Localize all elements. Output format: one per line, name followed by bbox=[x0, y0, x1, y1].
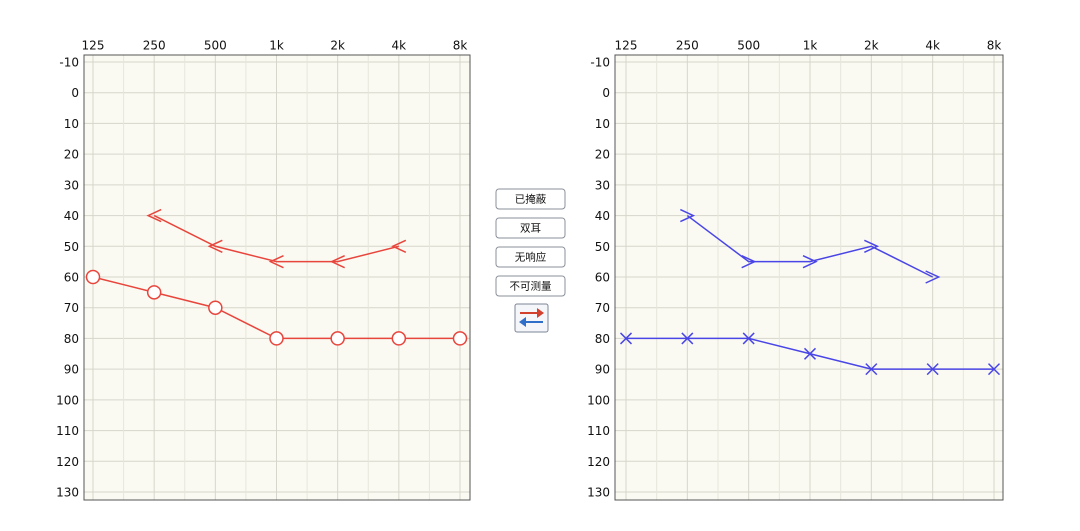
button-label: 已掩蔽 bbox=[515, 193, 547, 206]
bone-conduction-marker bbox=[864, 239, 880, 253]
y-tick-label: 70 bbox=[64, 301, 79, 315]
y-tick-label: 100 bbox=[587, 393, 610, 407]
y-tick-label: 0 bbox=[71, 86, 79, 100]
bone-conduction-marker bbox=[802, 254, 818, 269]
x-tick-label: 500 bbox=[204, 39, 227, 53]
bone-conduction-marker bbox=[925, 270, 941, 284]
x-tick-label: 4k bbox=[392, 39, 407, 53]
series-line bbox=[153, 214, 400, 263]
no-response-button[interactable] bbox=[495, 246, 566, 268]
bone-conduction-marker bbox=[329, 254, 345, 269]
masked-button[interactable] bbox=[495, 188, 566, 210]
y-tick-label: 100 bbox=[56, 393, 79, 407]
bone-conduction-marker bbox=[268, 254, 284, 269]
x-tick-label: 125 bbox=[615, 39, 638, 53]
bone-conduction-marker bbox=[391, 239, 407, 253]
y-tick-label: 20 bbox=[64, 148, 79, 162]
x-tick-label: 8k bbox=[987, 39, 1002, 53]
y-tick-label: 130 bbox=[587, 486, 610, 500]
x-tick-label: 2k bbox=[330, 39, 345, 53]
bone-conduction-marker bbox=[146, 208, 162, 223]
x-tick-label: 1k bbox=[269, 39, 284, 53]
y-tick-label: 30 bbox=[595, 178, 610, 192]
air-conduction-marker bbox=[330, 331, 345, 346]
y-tick-label: 90 bbox=[64, 363, 79, 377]
audiogram-chart: -10 0 10 20 30 40 50 60 70 80 90 100 110 120 130 125 250… bbox=[587, 39, 1004, 501]
x-tick-label: 125 bbox=[82, 39, 105, 53]
air-conduction-marker bbox=[269, 331, 284, 346]
air-conduction-marker bbox=[681, 332, 694, 345]
y-tick-label: -10 bbox=[59, 56, 79, 70]
y-tick-label: 120 bbox=[587, 455, 610, 469]
air-conduction-marker bbox=[987, 363, 1001, 376]
button-label: 双耳 bbox=[520, 223, 541, 235]
y-tick-label: 90 bbox=[595, 363, 610, 377]
binaural-button[interactable] bbox=[495, 217, 566, 239]
y-tick-label: 50 bbox=[595, 240, 610, 254]
y-tick-label: 80 bbox=[595, 332, 610, 346]
audiogram-chart: -10 0 10 20 30 40 50 60 70 80 90 100 110 120 130 125 250… bbox=[56, 39, 471, 501]
x-tick-label: 8k bbox=[453, 39, 468, 53]
y-tick-label: 120 bbox=[56, 455, 79, 469]
y-tick-label: 130 bbox=[56, 486, 79, 500]
y-tick-label: 110 bbox=[587, 424, 610, 438]
arrow-left-icon bbox=[519, 317, 543, 327]
bone-conduction-marker bbox=[680, 208, 696, 223]
air-conduction-marker bbox=[146, 285, 162, 300]
y-tick-label: 80 bbox=[64, 332, 79, 346]
y-tick-label: 20 bbox=[595, 148, 610, 162]
y-tick-label: 70 bbox=[595, 301, 610, 315]
air-conduction-marker bbox=[803, 347, 817, 360]
y-tick-label: 0 bbox=[602, 86, 610, 100]
swap-button-frame bbox=[514, 303, 549, 333]
y-tick-label: 110 bbox=[56, 424, 79, 438]
y-tick-label: 50 bbox=[64, 240, 79, 254]
x-tick-label: 1k bbox=[803, 39, 818, 53]
y-tick-label: 10 bbox=[64, 117, 79, 131]
button-group: 已掩蔽 双耳 无响应 不可测量 bbox=[495, 188, 566, 333]
plot-frame bbox=[614, 54, 1004, 501]
arrow-right-icon bbox=[520, 308, 544, 318]
y-tick-label: 40 bbox=[595, 209, 610, 223]
y-tick-label: 40 bbox=[64, 209, 79, 223]
air-conduction-marker bbox=[85, 269, 101, 285]
x-tick-label: 4k bbox=[925, 39, 940, 53]
plot-frame bbox=[83, 54, 471, 501]
air-conduction-marker bbox=[742, 332, 755, 345]
air-conduction-marker bbox=[926, 363, 939, 376]
swap-button[interactable] bbox=[514, 303, 549, 333]
x-tick-label: 2k bbox=[864, 39, 879, 53]
y-tick-label: 10 bbox=[595, 117, 610, 131]
bone-conduction-marker bbox=[207, 239, 223, 253]
y-tick-label: 30 bbox=[64, 178, 79, 192]
bone-conduction-marker bbox=[741, 254, 757, 269]
y-tick-label: -10 bbox=[590, 56, 610, 70]
air-conduction-marker bbox=[391, 331, 407, 346]
air-conduction-marker bbox=[208, 300, 223, 315]
x-tick-label: 500 bbox=[737, 39, 760, 53]
button-label: 不可测量 bbox=[510, 280, 552, 293]
air-conduction-marker bbox=[619, 332, 633, 345]
series-line bbox=[686, 214, 934, 278]
y-tick-label: 60 bbox=[595, 271, 610, 285]
air-conduction-marker bbox=[452, 331, 468, 346]
x-tick-label: 250 bbox=[143, 39, 166, 53]
button-label: 无响应 bbox=[515, 251, 547, 264]
x-tick-label: 250 bbox=[676, 39, 699, 53]
air-conduction-marker bbox=[865, 363, 878, 376]
unmeasurable-button[interactable] bbox=[495, 275, 566, 297]
y-tick-label: 60 bbox=[64, 271, 79, 285]
